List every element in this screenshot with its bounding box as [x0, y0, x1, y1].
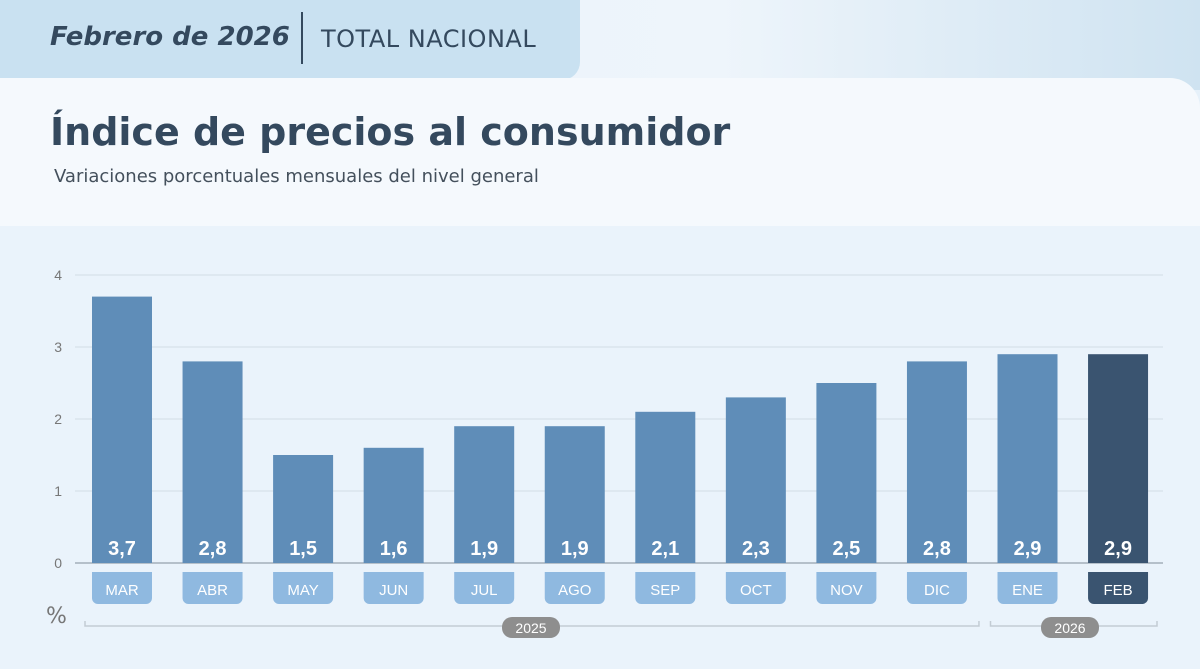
year-label: 2026 [1054, 620, 1085, 636]
header-tab: Febrero de 2026 TOTAL NACIONAL [0, 0, 580, 80]
month-label-box [273, 572, 334, 604]
page-subtitle: Variaciones porcentuales mensuales del n… [54, 166, 539, 187]
divider [301, 12, 303, 64]
bar [906, 361, 967, 563]
bar-value-label: 1,9 [561, 538, 589, 560]
month-label: MAY [287, 582, 318, 599]
bar [454, 426, 515, 563]
report-date: Febrero de 2026 [50, 22, 290, 52]
bar-value-label: 1,9 [470, 538, 498, 560]
month-label: OCT [740, 582, 772, 599]
month-label-box [363, 572, 424, 604]
title-card [0, 78, 1200, 228]
bar-value-label: 3,7 [108, 538, 136, 560]
year-label: 2025 [515, 620, 546, 636]
bar-value-label: 2,1 [651, 538, 679, 560]
year-pill [1041, 617, 1099, 638]
month-label-box [182, 572, 243, 604]
month-label-box [454, 572, 515, 604]
month-label-box [997, 572, 1058, 604]
bar-value-label: 1,5 [289, 538, 317, 560]
y-tick-label: 2 [54, 411, 62, 427]
page-title: Índice de precios al consumidor [50, 110, 731, 154]
month-label: JUL [471, 582, 498, 599]
month-label-box [906, 572, 967, 604]
report-scope: TOTAL NACIONAL [321, 25, 537, 53]
bar-value-label: 2,5 [832, 538, 860, 560]
bar-value-label: 1,6 [380, 538, 408, 560]
month-label: AGO [558, 582, 591, 599]
y-tick-label: 4 [54, 267, 62, 283]
month-label: NOV [830, 582, 863, 599]
bar-value-label: 2,9 [1104, 538, 1132, 560]
bar-value-label: 2,9 [1014, 538, 1042, 560]
month-label-box [544, 572, 605, 604]
year-pill [502, 617, 560, 638]
y-tick-label: 1 [54, 483, 62, 499]
bar [363, 447, 424, 563]
month-label-box [1088, 572, 1149, 604]
month-label-box [635, 572, 696, 604]
y-axis-unit: % [46, 604, 67, 629]
bar [1088, 354, 1149, 563]
y-tick-label: 0 [54, 555, 62, 571]
month-label: MAR [105, 582, 139, 599]
month-label: FEB [1103, 582, 1132, 599]
bar [92, 296, 152, 563]
bar-value-label: 2,8 [199, 538, 227, 560]
month-label: JUN [379, 582, 408, 599]
month-label-box [92, 572, 152, 604]
bar-value-label: 2,8 [923, 538, 951, 560]
bar [635, 411, 696, 563]
bar [273, 455, 334, 563]
bar [816, 383, 877, 563]
y-tick-label: 3 [54, 339, 62, 355]
month-label: DIC [924, 582, 950, 599]
bar [725, 397, 786, 563]
month-label: ABR [197, 582, 228, 599]
month-label: SEP [650, 582, 680, 599]
bar-value-label: 2,3 [742, 538, 770, 560]
month-label-box [816, 572, 877, 604]
bar [182, 361, 243, 563]
bar [997, 354, 1058, 563]
bar [544, 426, 605, 563]
month-label: ENE [1012, 582, 1043, 599]
month-label-box [725, 572, 786, 604]
